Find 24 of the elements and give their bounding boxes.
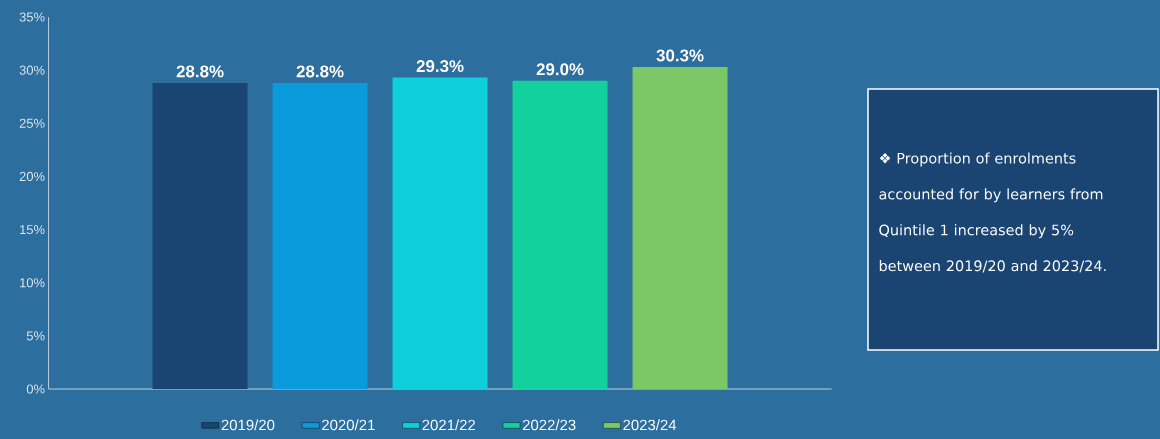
y-tick-label: 30% bbox=[19, 65, 45, 75]
legend-label: 2021/22 bbox=[422, 419, 476, 431]
y-tick-label: 15% bbox=[20, 225, 45, 235]
bar bbox=[392, 77, 488, 390]
y-tick-label: 0% bbox=[26, 384, 45, 394]
y-tick-label: 10% bbox=[20, 278, 45, 288]
data-label: 30.3% bbox=[656, 49, 704, 62]
y-tick-label: 20% bbox=[19, 171, 45, 182]
y-tick-label: 35% bbox=[19, 12, 45, 22]
data-label: 29.0% bbox=[536, 63, 584, 76]
bar bbox=[512, 80, 608, 390]
legend-label: 2019/20 bbox=[221, 419, 275, 431]
bar bbox=[152, 82, 248, 390]
data-label: 28.8% bbox=[176, 65, 224, 78]
bar bbox=[272, 82, 368, 390]
legend-label: 2022/23 bbox=[522, 419, 576, 431]
data-label: 28.8% bbox=[296, 65, 344, 78]
legend-label: 2023/24 bbox=[623, 419, 677, 431]
data-label: 29.3% bbox=[416, 60, 464, 73]
text: ❖ Proportion of enrolments accounted for by learners from Quintile 1 increased by 5% between 2019/20 and 2023/24. bbox=[879, 152, 1106, 273]
y-tick-label: 5% bbox=[26, 331, 45, 341]
y-tick-label: 25% bbox=[19, 118, 45, 128]
bar bbox=[632, 66, 728, 390]
legend-label: 2020/21 bbox=[322, 419, 375, 431]
